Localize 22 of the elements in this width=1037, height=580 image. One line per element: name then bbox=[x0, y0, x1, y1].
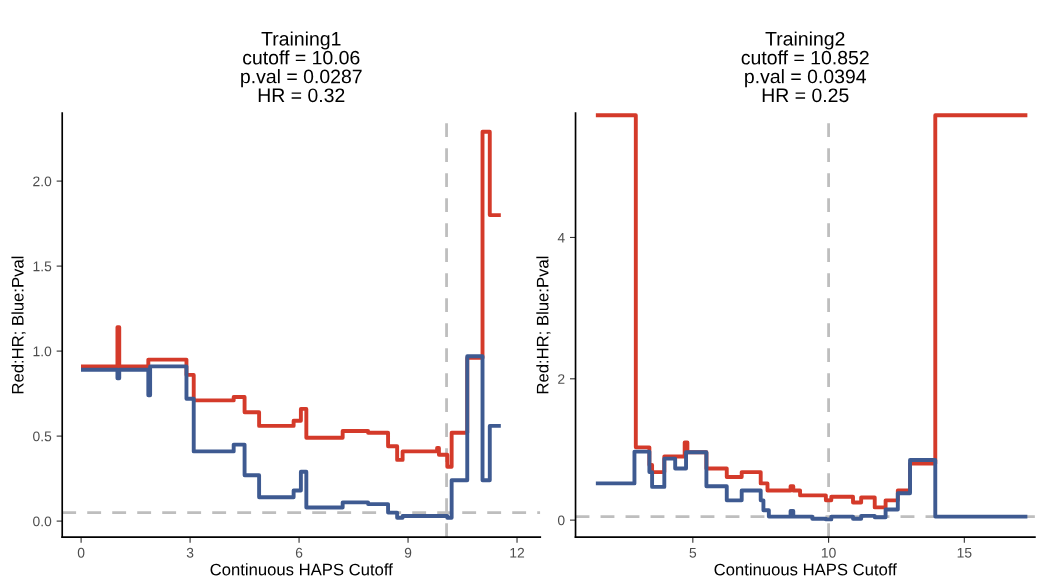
y-tick-label: 1.0 bbox=[33, 346, 52, 357]
x-tick-label: 15 bbox=[957, 548, 972, 558]
chart-title: Training2 cutoff = 10.852 p.val = 0.0394 HR = 0.25 bbox=[741, 31, 869, 103]
y-tick-label: 0.0 bbox=[33, 516, 52, 527]
y-tick-label: 2.0 bbox=[33, 176, 52, 187]
y-axis-title: Red:HR; Blue:Pval bbox=[536, 256, 551, 394]
y-tick-label: 0 bbox=[557, 515, 565, 526]
x-axis-title: Continuous HAPS Cutoff bbox=[714, 563, 897, 576]
y-tick-label: 2 bbox=[558, 374, 565, 384]
x-tick-label: 3 bbox=[186, 547, 194, 558]
y-axis-title: Red:HR; Blue:Pval bbox=[11, 256, 26, 394]
x-axis-title: Continuous HAPS Cutoff bbox=[210, 563, 393, 576]
y-tick-label: 4 bbox=[557, 232, 565, 243]
x-tick-label: 5 bbox=[689, 548, 697, 558]
x-tick-label: 6 bbox=[295, 547, 303, 558]
x-tick-label: 12 bbox=[510, 547, 525, 558]
x-tick-label: 10 bbox=[821, 547, 836, 558]
x-tick-label: 9 bbox=[404, 547, 412, 558]
x-tick-label: 0 bbox=[77, 547, 85, 558]
chart-title: Training1 cutoff = 10.06 p.val = 0.0287 HR = 0.32 bbox=[241, 31, 362, 103]
y-tick-label: 0.5 bbox=[33, 431, 52, 442]
y-tick-label: 1.5 bbox=[33, 261, 52, 272]
